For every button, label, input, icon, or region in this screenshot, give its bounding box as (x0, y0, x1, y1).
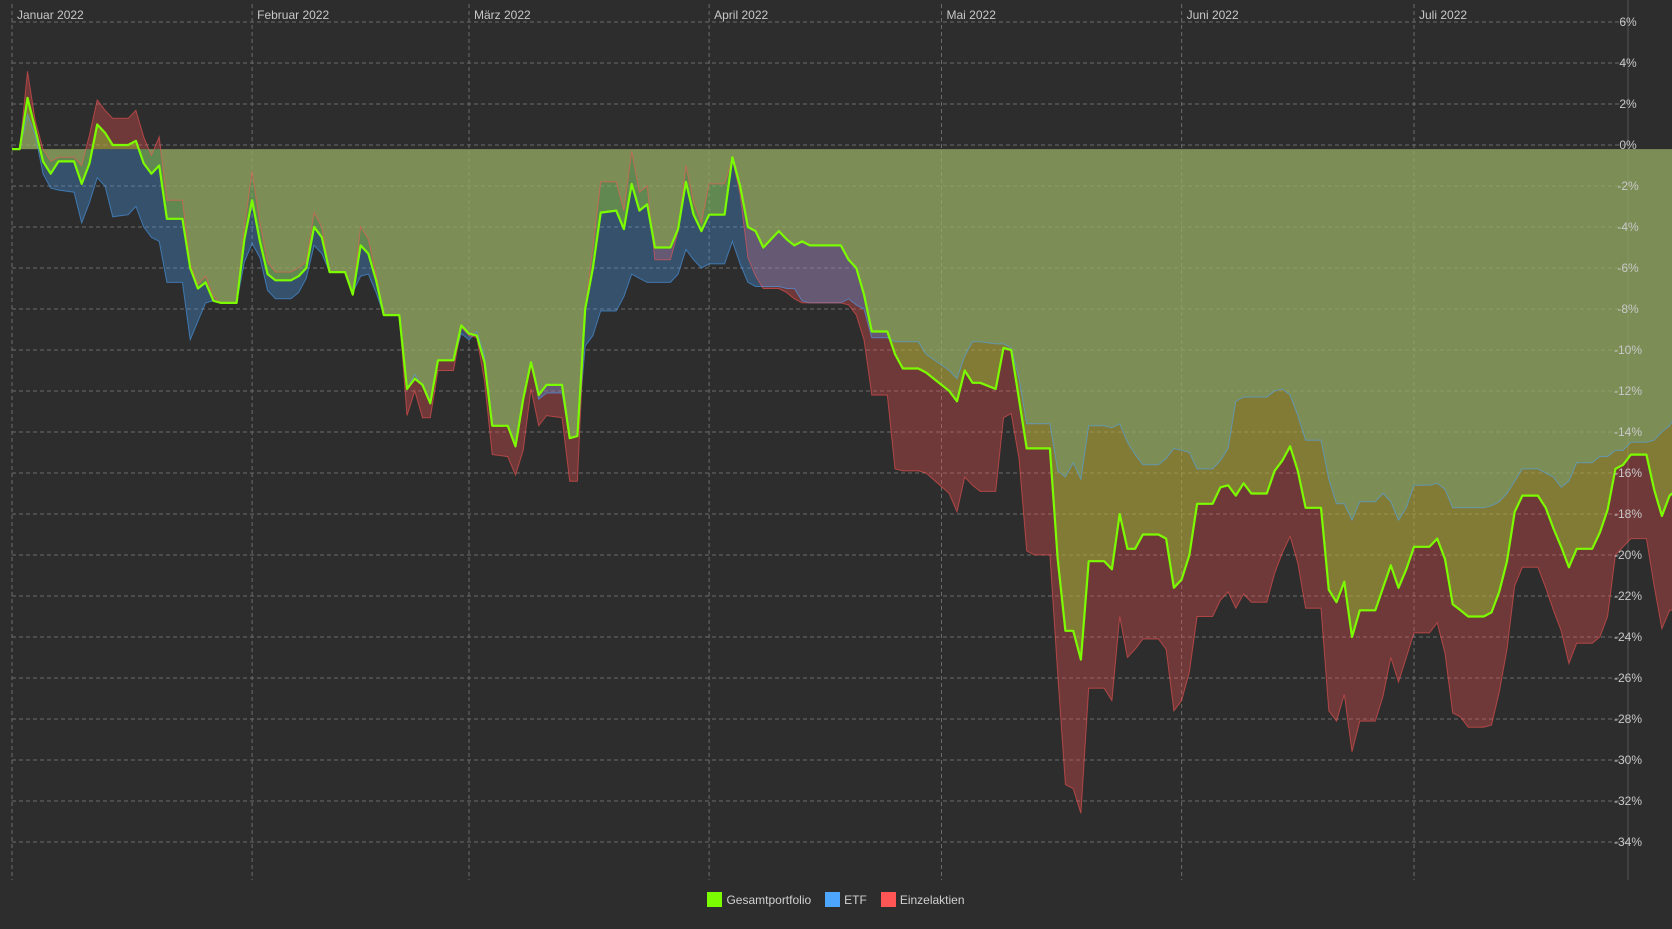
legend-label-einzelaktien: Einzelaktien (899, 892, 965, 907)
month-label: März 2022 (474, 8, 531, 22)
y-tick-label: -14% (1614, 425, 1642, 439)
y-tick-label: -16% (1614, 466, 1642, 480)
series-line-gesamtportfolio (12, 96, 1672, 661)
legend-label-etf: ETF (844, 892, 867, 907)
series-outline-etf (12, 112, 1672, 522)
y-tick-label: -20% (1614, 548, 1642, 562)
legend-label-gesamtportfolio: Gesamtportfolio (726, 892, 812, 907)
y-tick-label: -26% (1614, 671, 1642, 685)
y-tick-label: -10% (1614, 343, 1642, 357)
y-tick-label: -12% (1614, 384, 1642, 398)
area-layer (12, 71, 1672, 814)
y-tick-label: -30% (1614, 753, 1642, 767)
legend-swatch-gesamtportfolio (707, 892, 723, 907)
legend-swatch-einzelaktien (880, 892, 896, 907)
y-tick-label: 4% (1619, 56, 1637, 70)
y-tick-label: -8% (1617, 302, 1639, 316)
month-label: Januar 2022 (17, 8, 84, 22)
month-label: Juli 2022 (1419, 8, 1467, 22)
y-tick-label: 0% (1619, 138, 1637, 152)
month-label: Juni 2022 (1187, 8, 1239, 22)
y-tick-label: -4% (1617, 220, 1639, 234)
grid-layer (11, 0, 1629, 880)
y-tick-label: -32% (1614, 794, 1642, 808)
y-tick-label: -18% (1614, 507, 1642, 521)
month-label: April 2022 (714, 8, 768, 22)
y-tick-label: -2% (1617, 179, 1639, 193)
y-tick-label: 6% (1619, 15, 1637, 29)
legend: Gesamtportfolio ETF Einzelaktien (0, 892, 1672, 907)
legend-item-etf[interactable]: ETF (825, 892, 867, 907)
y-tick-label: -22% (1614, 589, 1642, 603)
month-label: Februar 2022 (257, 8, 329, 22)
series-outline-einzelaktien (12, 71, 1672, 814)
line-layer (12, 71, 1672, 814)
y-tick-label: -34% (1614, 835, 1642, 849)
einzelaktien-area (12, 71, 1672, 814)
legend-item-gesamtportfolio[interactable]: Gesamtportfolio (707, 892, 811, 907)
legend-swatch-etf (825, 892, 841, 907)
y-tick-label: 2% (1619, 97, 1637, 111)
label-layer: 6% 4% 2% 0% -2% -4% -6% -8% -10% -12% -14% -16% -18%… (17, 8, 1642, 849)
y-tick-label: -6% (1617, 261, 1639, 275)
etf-area (12, 114, 1672, 521)
y-tick-label: -24% (1614, 630, 1642, 644)
legend-item-einzelaktien[interactable]: Einzelaktien (880, 892, 965, 907)
gesamtportfolio-area (12, 97, 1672, 660)
y-tick-label: -28% (1614, 712, 1642, 726)
month-label: Mai 2022 (947, 8, 997, 22)
